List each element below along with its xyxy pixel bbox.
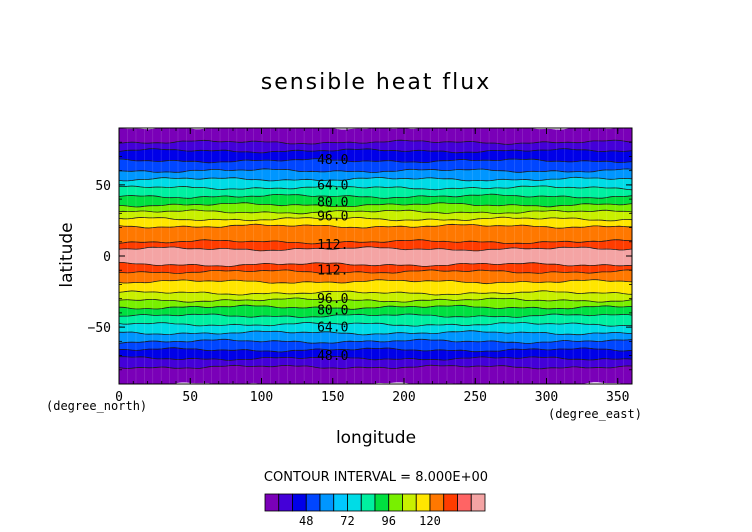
contour-label: 48.0 — [317, 349, 348, 364]
contour-label: 80.0 — [317, 304, 348, 319]
colorbar-label: 72 — [340, 514, 354, 528]
x-tick-label: 100 — [250, 390, 273, 405]
x-axis-label: longitude — [335, 428, 417, 448]
y-axis-unit: (degree_north) — [46, 399, 148, 413]
contour-line — [119, 176, 632, 182]
x-tick-label: 250 — [464, 390, 487, 405]
contour-line — [119, 338, 632, 344]
contour-label: 80.0 — [317, 195, 348, 210]
colorbar-swatch — [415, 493, 431, 512]
x-tick-label: 150 — [321, 390, 344, 405]
x-axis-ticks: 0 50 100 150 200 250 300 350 — [115, 128, 633, 405]
y-tick-label: −50 — [88, 321, 111, 336]
y-tick-label: 50 — [95, 179, 111, 194]
colorbar-swatch — [470, 493, 486, 512]
contour-line — [119, 330, 632, 336]
contour-line — [119, 321, 632, 327]
colorbar-label: 96 — [382, 514, 396, 528]
contour-line — [119, 269, 632, 274]
contour-band — [119, 246, 632, 267]
contour-label: 96.0 — [317, 210, 348, 225]
contour-line — [119, 185, 632, 191]
contour-line — [119, 279, 632, 285]
y-axis-ticks: −50 0 50 — [88, 127, 632, 385]
colorbar-swatch — [264, 493, 280, 512]
colorbar-swatch — [402, 493, 417, 512]
contour-line — [119, 202, 632, 208]
contour-label: 64.0 — [317, 321, 348, 336]
colorbar-swatch — [374, 493, 390, 512]
colorbar-swatch — [305, 493, 321, 512]
y-axis-label: latitude — [57, 222, 77, 288]
contour-line — [119, 313, 632, 318]
colorbar-swatch — [278, 493, 293, 512]
contour-label: 112. — [317, 238, 348, 253]
chart-title: sensible heat flux — [260, 70, 492, 95]
contour-line — [119, 290, 632, 296]
x-tick-label: 200 — [392, 390, 415, 405]
colorbar-swatch — [347, 493, 362, 512]
colorbar-swatch — [429, 493, 445, 512]
contour-line — [119, 297, 632, 303]
contour-label: 112. — [317, 264, 348, 279]
x-tick-label: 50 — [182, 390, 198, 405]
colorbar-label: 48 — [299, 514, 313, 528]
contour-line — [119, 246, 632, 252]
contour-line — [119, 193, 632, 199]
contour-line — [119, 168, 632, 173]
x-tick-label: 350 — [606, 390, 629, 405]
contour-lines — [119, 128, 632, 384]
colorbar-swatch — [292, 493, 307, 512]
x-tick-label: 300 — [535, 390, 558, 405]
contour-line — [119, 216, 632, 222]
contour-fill-bands — [119, 128, 632, 384]
contour-line — [119, 239, 632, 245]
colorbar-swatch — [333, 493, 348, 512]
y-tick-label: 0 — [103, 250, 111, 265]
contour-line — [119, 223, 632, 229]
contour-line — [119, 262, 632, 267]
colorbar-swatch — [319, 493, 335, 512]
colorbar-swatch — [457, 493, 472, 512]
contour-line — [119, 347, 632, 353]
contour-line — [119, 148, 632, 154]
contour-line — [119, 304, 632, 310]
contour-line — [119, 209, 632, 215]
contour-label: 48.0 — [317, 153, 348, 168]
colorbar-swatch — [360, 493, 376, 512]
colorbar-label: 120 — [419, 514, 441, 528]
contour-line — [119, 356, 632, 361]
colorbar-swatch — [388, 493, 403, 512]
contour-line — [119, 158, 632, 164]
contour-line — [119, 364, 632, 370]
x-axis-unit: (degree_east) — [548, 407, 642, 421]
contour-label: 96.0 — [317, 292, 348, 307]
contour-label: 64.0 — [317, 178, 348, 193]
colorbar-swatch — [443, 493, 458, 512]
contour-line — [119, 139, 632, 145]
contour-interval-note: CONTOUR INTERVAL = 8.000E+00 — [263, 470, 489, 485]
x-tick-label: 0 — [115, 390, 123, 405]
colorbar: 48 72 96 120 — [264, 493, 486, 528]
